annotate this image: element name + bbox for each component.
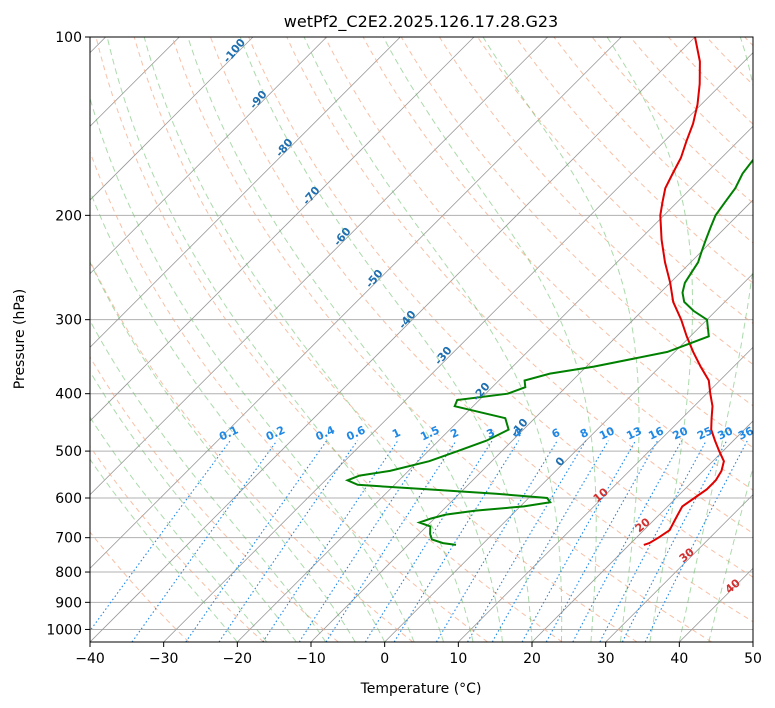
dry-adiabat <box>515 37 753 284</box>
mixing-ratio-line <box>364 440 493 642</box>
dry-adiabat <box>286 37 753 534</box>
moist-adiabat <box>106 37 445 642</box>
moist-adiabat <box>239 37 533 642</box>
dry-adiabat <box>90 259 414 642</box>
dry-adiabat <box>133 37 638 642</box>
moist-adiabat <box>606 37 693 642</box>
mixing-ratio-label: 16 <box>646 424 666 442</box>
mixing-ratio-line <box>467 440 587 642</box>
dry-adiabat <box>95 37 563 642</box>
axes: −40 −30 −20 −10 0 10 20 30 40 50 100 200 300 400 500 60… <box>46 30 762 667</box>
dry-adiabat <box>210 37 753 623</box>
dry-adiabat <box>438 37 753 366</box>
plot-background-lines <box>90 37 753 642</box>
x-tick-label: 20 <box>523 651 541 667</box>
isotherm-gridline <box>458 346 753 642</box>
x-tick-label: 0 <box>380 651 389 667</box>
isotherm-gridline <box>90 37 401 348</box>
x-tick-label: 30 <box>597 651 615 667</box>
mixing-ratio-line <box>435 440 558 642</box>
moist-adiabat <box>303 37 563 642</box>
plot-series <box>344 37 753 546</box>
y-tick-label: 200 <box>55 208 82 224</box>
x-tick-label: −40 <box>75 651 105 667</box>
moist-adiabat <box>90 319 327 642</box>
mixing-ratio-line <box>545 440 659 642</box>
dry-adiabat <box>90 531 190 642</box>
moist-adiabat <box>90 370 297 642</box>
mixing-ratio-label: 13 <box>624 424 643 442</box>
y-tick-label: 100 <box>55 30 82 46</box>
x-tick-label: 50 <box>744 651 762 667</box>
mixing-ratio-line <box>644 440 748 642</box>
x-tick-label: 10 <box>449 651 467 667</box>
y-tick-label: 400 <box>55 387 82 403</box>
moist-adiabat <box>90 96 415 642</box>
moist-adiabat <box>90 260 356 642</box>
dry-adiabat <box>90 445 264 642</box>
isotherm-gridline <box>605 494 753 642</box>
mixing-ratio-line <box>90 440 231 632</box>
isotherm-gridline <box>90 37 475 422</box>
mixing-ratio-line <box>218 440 358 642</box>
moist-adiabat <box>708 465 753 642</box>
dry-adiabat <box>248 37 753 578</box>
moist-adiabat <box>90 458 238 642</box>
chart-title: wetPf2_C2E2.2025.126.17.28.G23 <box>284 12 558 32</box>
moist-adiabat <box>382 37 597 642</box>
dry-adiabat <box>400 37 753 407</box>
isotherm-gridline <box>531 420 753 642</box>
moist-adiabat <box>90 189 386 642</box>
isotherm-gridline <box>90 37 327 275</box>
dry-adiabat <box>90 356 339 642</box>
mixing-ratio-label: 30 <box>716 424 736 442</box>
y-axis-label: Pressure (hPa) <box>12 289 28 389</box>
moist-adiabat <box>90 416 268 642</box>
isotherm-gridline <box>237 125 753 642</box>
isotherm-gridline <box>90 37 622 569</box>
mixing-ratio-line <box>521 440 637 642</box>
y-tick-label: 800 <box>55 565 82 581</box>
mixing-ratio-line <box>325 440 457 642</box>
y-tick-label: 300 <box>55 313 82 329</box>
mixing-ratio-label: 36 <box>736 424 756 442</box>
y-tick-label: 1000 <box>46 622 82 638</box>
x-tick-label: −30 <box>149 651 179 667</box>
mixing-ratio-line <box>393 440 520 642</box>
x-tick-label: −20 <box>223 651 253 667</box>
mixing-ratio-line <box>262 440 399 642</box>
moist-adiabat <box>482 37 640 642</box>
mixing-ratio-label: 20 <box>671 424 691 442</box>
mixing-ratio-label: 10 <box>597 424 617 442</box>
plot-frame <box>89 36 754 643</box>
isotherm-gridline <box>90 37 254 201</box>
moist-adiabat <box>143 37 474 642</box>
mixing-ratio-line <box>131 440 278 642</box>
isotherm-gridline <box>90 37 696 642</box>
temperature-line <box>643 37 725 546</box>
moist-adiabat <box>187 37 503 642</box>
mixing-ratio-label: 25 <box>695 424 714 442</box>
mixing-ratio-line <box>185 440 328 642</box>
x-axis-label: Temperature (°C) <box>360 681 482 697</box>
x-tick-label: 40 <box>670 651 688 667</box>
dewpoint-line <box>344 158 753 546</box>
isotherm-gridline <box>163 52 753 642</box>
dry-adiabat <box>171 37 712 642</box>
moist-adiabat <box>678 37 753 642</box>
x-tick-label: −10 <box>296 651 326 667</box>
y-tick-label: 500 <box>55 444 82 460</box>
mixing-ratio-line <box>572 440 683 642</box>
dry-adiabat <box>90 150 488 642</box>
y-tick-label: 700 <box>55 531 82 547</box>
isotherm-gridline <box>90 37 548 496</box>
y-tick-label: 900 <box>55 595 82 611</box>
y-tick-label: 600 <box>55 491 82 507</box>
